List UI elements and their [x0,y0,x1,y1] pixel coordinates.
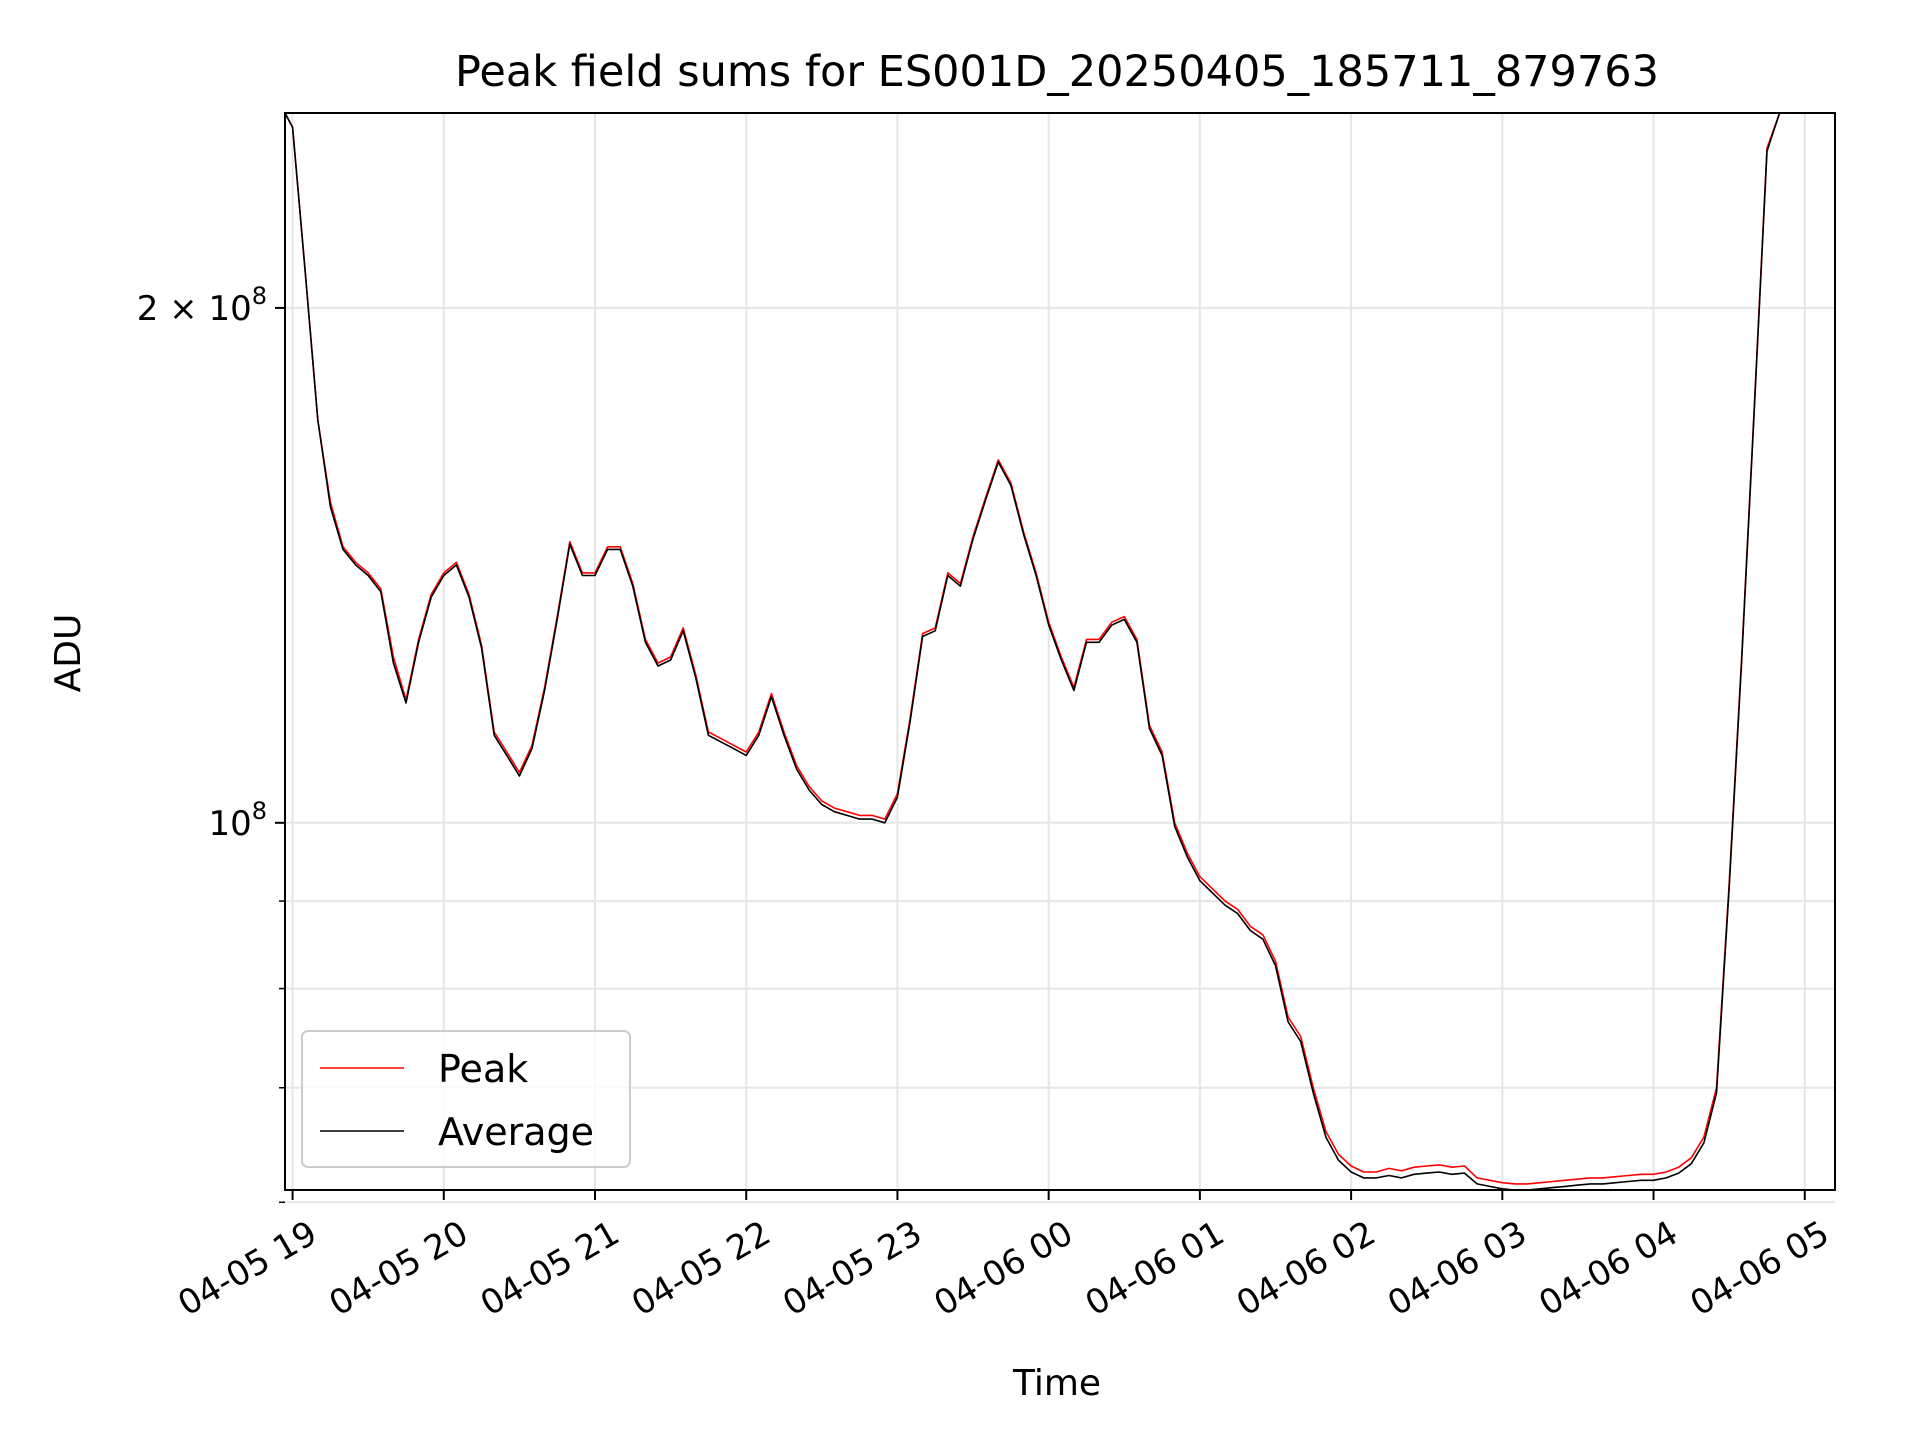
legend-label-average: Average [438,1110,594,1154]
series-line-average [285,113,1793,1190]
y-axis-label: ADU [48,614,89,693]
y-tick-label: 2 × 108 [137,282,267,329]
legend-label-peak: Peak [438,1047,528,1091]
legend: Peak Average [301,1030,631,1168]
x-axis-label: Time [1012,1363,1101,1404]
grid-layer [285,113,1835,1204]
y-tick-label: 108 [208,797,267,844]
legend-box [301,1030,631,1168]
chart-title: Peak field sums for ES001D_20250405_1857… [455,47,1659,97]
plot-frame [284,112,1836,1191]
series-layer [285,113,1793,1190]
